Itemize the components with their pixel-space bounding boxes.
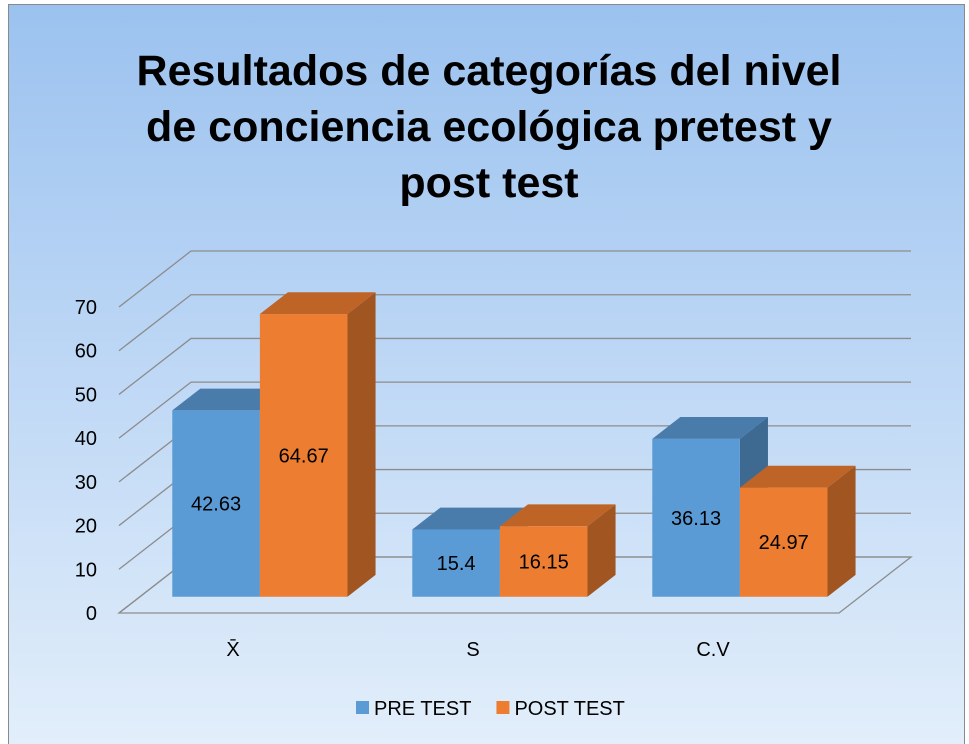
bar-front xyxy=(172,410,260,597)
y-tick-label: 50 xyxy=(75,384,97,406)
bar-side xyxy=(347,292,376,597)
legend-swatch xyxy=(356,701,369,714)
chart-area: 0 10 20 30 40 50 60 70 X̄ 42.63 64.67 S 15.4 16.15 C.V… xyxy=(8,4,965,744)
bar-top xyxy=(739,465,856,488)
grid-line xyxy=(118,337,911,395)
chart-title: Resultados de categorías del nivel de co… xyxy=(136,47,842,207)
y-tick-label: 20 xyxy=(75,516,97,538)
bar-front xyxy=(739,487,828,597)
legend-swatch xyxy=(496,701,510,714)
y-tick-label: 0 xyxy=(86,603,97,625)
bar-side xyxy=(587,504,616,597)
x-tick-label: C.V xyxy=(696,639,730,661)
y-tick-label: 70 xyxy=(75,297,97,319)
grid-line xyxy=(118,250,911,308)
y-tick-label: 30 xyxy=(75,472,97,494)
bar-top xyxy=(652,416,768,439)
data-label: 36.13 xyxy=(671,508,721,530)
y-tick-label: 60 xyxy=(75,341,97,363)
bar xyxy=(259,292,376,597)
data-label: 15.4 xyxy=(437,553,476,575)
bar-top xyxy=(499,504,616,527)
data-label: 42.63 xyxy=(191,494,241,516)
data-label: 24.97 xyxy=(759,532,809,554)
bar-side xyxy=(827,465,856,597)
grid-line xyxy=(118,294,911,352)
legend-label: POST TEST xyxy=(514,698,624,720)
bar-front xyxy=(412,529,500,597)
y-tick-label: 40 xyxy=(75,428,97,450)
bar-front xyxy=(499,526,588,597)
bar-top xyxy=(412,507,528,530)
x-tick-label: S xyxy=(466,639,479,661)
bar xyxy=(499,504,616,597)
grid-line xyxy=(118,381,911,439)
y-tick-label: 10 xyxy=(75,559,97,581)
bar-front xyxy=(259,314,348,597)
x-tick-label: X̄ xyxy=(226,638,239,661)
chart: 0 10 20 30 40 50 60 70 X̄ 42.63 64.67 S 15.4 16.15 C.V… xyxy=(75,250,913,720)
bar xyxy=(739,465,856,597)
data-label: 16.15 xyxy=(519,551,569,573)
bar-top xyxy=(172,388,288,411)
bar-front xyxy=(652,438,740,597)
bar-top xyxy=(259,292,376,315)
legend-label: PRE TEST xyxy=(374,698,471,720)
data-label: 64.67 xyxy=(279,445,329,467)
